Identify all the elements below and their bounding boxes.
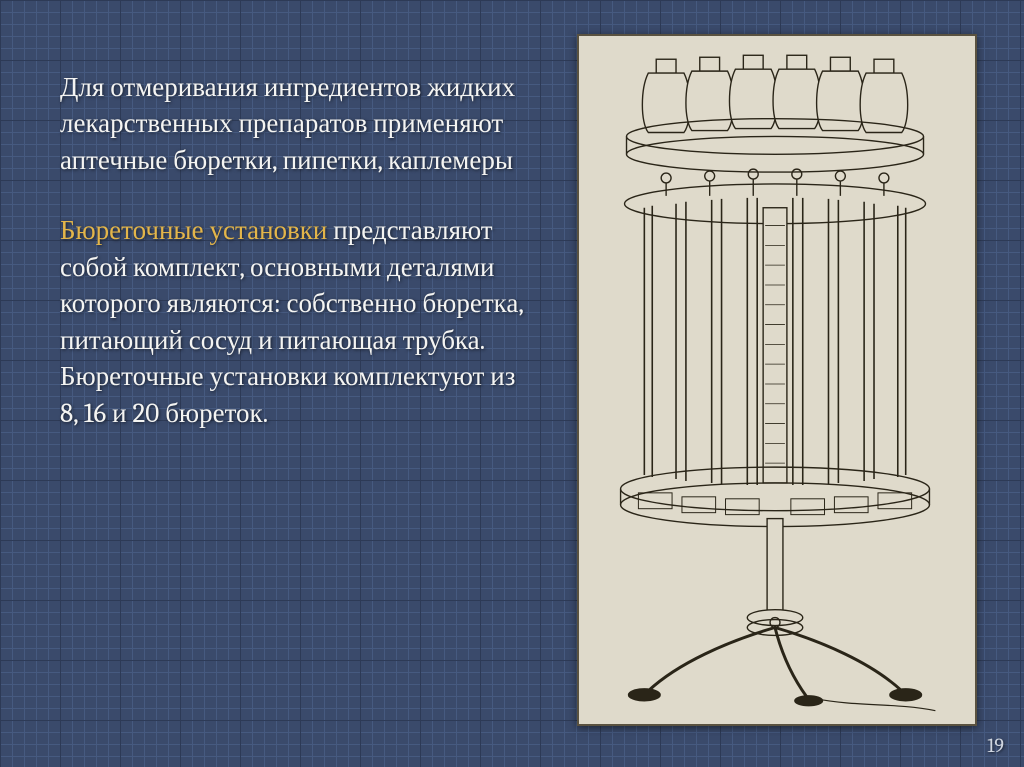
burette-illustration [577, 34, 977, 726]
slide: Для отмеривания ингредиентов жидких лека… [0, 0, 1024, 767]
paragraph-2-rest: представляют собой комплект, основными д… [60, 215, 523, 428]
paragraph-1: Для отмеривания ингредиентов жидких лека… [60, 70, 538, 179]
paragraph-2: Бюреточные установки представляют собой … [60, 213, 538, 432]
text-column: Для отмеривания ингредиентов жидких лека… [28, 30, 558, 747]
image-column [558, 30, 996, 747]
burette-svg [579, 34, 975, 726]
page-number: 19 [987, 734, 1004, 757]
paragraph-2-highlight: Бюреточные установки [60, 215, 327, 246]
